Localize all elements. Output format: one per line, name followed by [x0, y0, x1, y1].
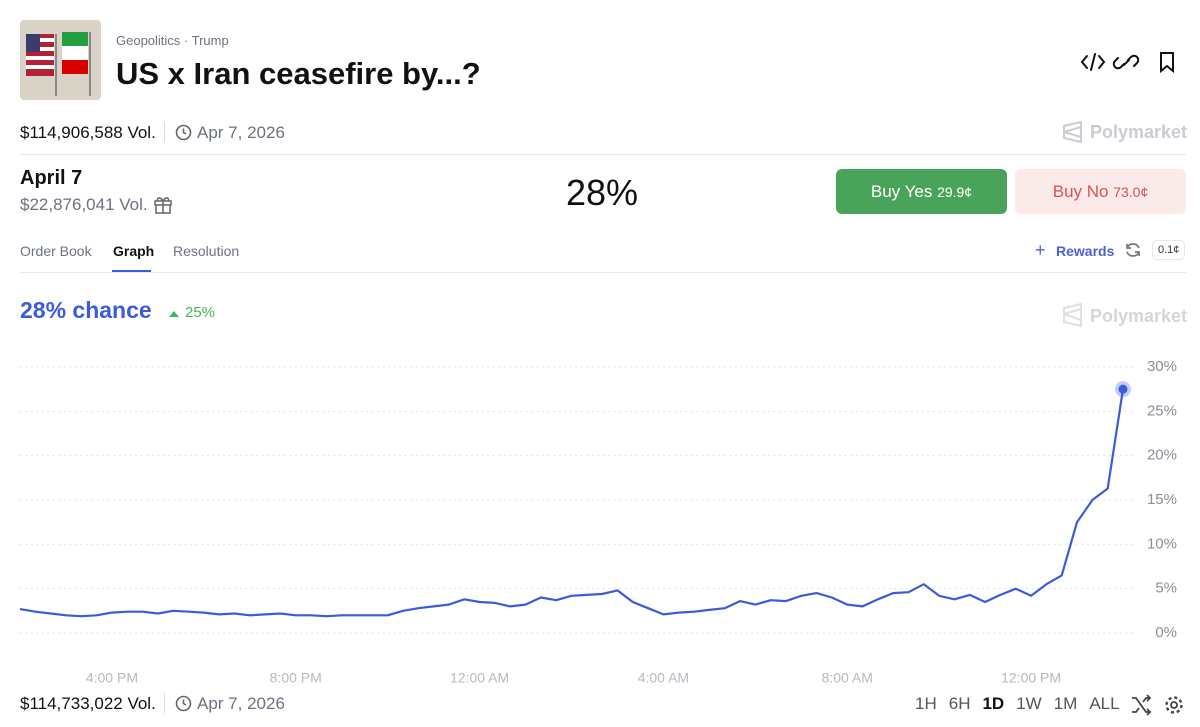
x-tick-label: 4:00 PM [86, 670, 138, 686]
footer-date: Apr 7, 2026 [197, 694, 285, 713]
range-button[interactable]: 6H [948, 694, 971, 713]
outcome-price: 28% [566, 172, 639, 213]
watermark-logo [1063, 302, 1082, 328]
footer-icons [1132, 694, 1183, 716]
brand-logo [1063, 121, 1082, 143]
y-tick-label: 5% [1155, 580, 1177, 597]
range-button[interactable]: 1M [1053, 694, 1078, 713]
refresh-icon[interactable] [1124, 241, 1142, 259]
shuffle-icon[interactable] [1132, 694, 1152, 716]
divider [164, 122, 165, 142]
volume: $114,906,588 Vol. [20, 123, 156, 142]
tab[interactable]: Resolution [173, 243, 240, 259]
outcome-volume: $22,876,041 Vol. [20, 195, 148, 214]
change-arrow [169, 311, 179, 317]
series-line [19, 389, 1125, 618]
settings-icon[interactable] [1165, 696, 1183, 714]
y-tick-label: 10% [1147, 535, 1177, 552]
rewards-link[interactable]: Rewards [1056, 243, 1115, 259]
tag[interactable]: Geopolitics [116, 33, 181, 48]
range-button[interactable]: 1D [982, 694, 1005, 713]
range-button[interactable]: ALL [1089, 694, 1120, 713]
end-date: Apr 7, 2026 [197, 123, 285, 142]
chart-title: 28% chance [20, 297, 152, 323]
y-tick-label: 15% [1147, 491, 1177, 508]
x-tick-label: 12:00 AM [450, 670, 509, 686]
clock-icon [175, 695, 192, 712]
outcome-name: April 7 [20, 167, 83, 189]
x-tick-label: 8:00 PM [270, 670, 322, 686]
x-tick-label: 8:00 AM [822, 670, 873, 686]
range-button[interactable]: 1W [1016, 694, 1042, 713]
rewards-plus: + [1035, 240, 1046, 260]
tab-underline [112, 270, 151, 272]
y-tick-label: 25% [1147, 402, 1177, 419]
footer-volume: $114,733,022 Vol. [20, 694, 156, 713]
x-tick-label: 12:00 PM [1001, 670, 1061, 686]
gift-icon [154, 197, 172, 214]
link-icon[interactable] [1112, 54, 1140, 70]
header-icons [1080, 52, 1174, 74]
divider [164, 693, 165, 713]
market-image [20, 20, 101, 100]
brand: Polymarket [1090, 122, 1188, 142]
tab-active[interactable]: Graph [113, 243, 155, 259]
clock-icon [175, 124, 192, 141]
x-tick-label: 4:00 AM [638, 670, 689, 686]
buy-yes-button[interactable]: Buy Yes 29.9¢ [836, 169, 1007, 214]
tag[interactable]: Trump [191, 33, 229, 48]
bookmark-icon[interactable] [1160, 52, 1174, 74]
end-dot [1118, 384, 1128, 394]
tab[interactable]: Order Book [20, 243, 92, 259]
embed-icon[interactable] [1080, 53, 1106, 71]
separator [20, 272, 1186, 273]
change-label: 25% [185, 304, 215, 321]
tick-size: 0.1¢ [1152, 240, 1186, 260]
market-title: US x Iran ceasefire by...? [116, 56, 481, 91]
yes-price[interactable]: 29.9¢ [937, 183, 973, 200]
no-price[interactable]: 73.0¢ [1113, 183, 1149, 200]
y-tick-label: 20% [1147, 447, 1177, 464]
separator [20, 154, 1186, 155]
range-selector: 1H 6H 1D 1W 1M ALL [903, 694, 1120, 714]
buy-no-button[interactable]: Buy No 73.0¢ [1015, 169, 1186, 214]
buy-yes-label[interactable]: Buy Yes [870, 181, 933, 201]
tags: Geopolitics · Trump [116, 33, 229, 48]
y-tick-label: 30% [1147, 358, 1177, 375]
y-tick-label: 0% [1155, 624, 1177, 641]
range-button[interactable]: 1H [915, 694, 937, 713]
watermark: Polymarket [1090, 306, 1187, 326]
buy-no-label[interactable]: Buy No [1052, 181, 1109, 201]
